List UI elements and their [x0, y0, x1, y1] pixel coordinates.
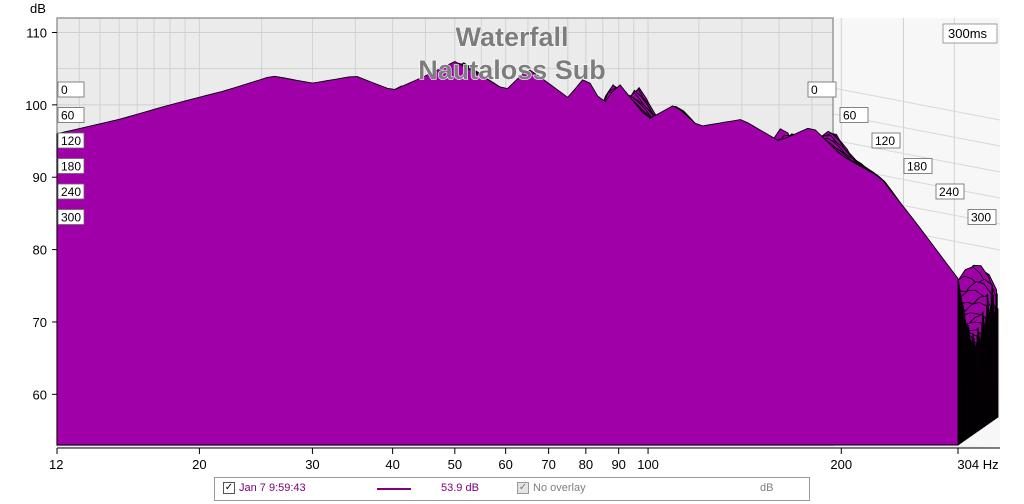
y-tick-label: 80: [33, 243, 47, 258]
legend-date: Jan 7 9:59:43: [239, 482, 306, 494]
y-tick-label: 90: [33, 170, 47, 185]
time-tick-left: 120: [61, 134, 81, 148]
chart-subtitle: Nautaloss Sub: [418, 55, 606, 85]
y-tick-label: 110: [26, 25, 47, 40]
waterfall-slices: [56, 60, 999, 446]
time-tick-box-right: [871, 132, 901, 149]
time-tick-box-right: [935, 183, 965, 200]
side-grid-line: [832, 87, 1001, 121]
x-tick-label: 90: [611, 457, 625, 472]
x-tick-label: 80: [579, 457, 593, 472]
time-tick-left: 0: [61, 83, 68, 97]
x-tick-label: 20: [192, 457, 206, 472]
x-tick-label: 12: [49, 457, 63, 472]
time-tick-right: 240: [939, 185, 959, 199]
time-tick-box-right: [903, 158, 933, 174]
time-tick-right: 60: [843, 109, 857, 123]
y-tick-label: 60: [33, 387, 47, 402]
time-tick-box-left: [57, 132, 85, 149]
time-tick-right: 120: [875, 134, 895, 148]
x-tick-label: 50: [448, 457, 462, 472]
waterfall-slice: [56, 60, 959, 446]
x-tick-label: 40: [385, 457, 399, 472]
time-tick-left: 180: [61, 160, 81, 174]
axis-labels: 110 100 90 80 70 60 dB 12 20 30 40 50 60 70 80 90 100 200…: [25, 1, 998, 472]
legend-unit: dB: [760, 482, 774, 494]
time-tick-box-left: [57, 107, 85, 123]
legend-overlay: No overlay: [533, 482, 586, 494]
time-tick-box-right: [839, 107, 869, 123]
time-range-box: [942, 23, 998, 44]
time-tick-box-left: [57, 209, 85, 225]
legend-line-swatch: [377, 488, 411, 490]
time-tick-left: 240: [61, 185, 81, 199]
time-tick-right: 300: [971, 211, 991, 225]
legend-bar: ✓ Jan 7 9:59:43 53.9 dB ✓ No overlay dB: [214, 477, 810, 501]
waterfall-chart: 110 100 90 80 70 60 dB 12 20 30 40 50 60 70 80 90 100 200…: [25, 1, 1001, 472]
side-grid-line: [832, 139, 1001, 173]
overlay-checkbox[interactable]: ✓: [517, 482, 529, 494]
x-tick-label: 30: [305, 457, 319, 472]
x-tick-label: 200: [830, 457, 852, 472]
axes: [52, 31, 1000, 454]
time-tick-box-right: [807, 81, 837, 98]
time-tick-left: 60: [61, 109, 75, 123]
time-tick-box-left: [57, 81, 85, 98]
time-tick-box-left: [57, 158, 85, 174]
y-tick-label: 70: [33, 315, 47, 330]
x-tick-label: 60: [498, 457, 512, 472]
time-range-label: 300ms: [948, 26, 988, 41]
time-tick-left: 300: [61, 211, 81, 225]
chart-title: Waterfall: [455, 22, 568, 52]
time-tick-box-left: [57, 183, 85, 200]
trace-checkbox[interactable]: ✓: [223, 482, 235, 494]
time-tick-box-right: [967, 209, 997, 225]
y-axis-label: dB: [30, 1, 46, 16]
y-tick-label: 100: [25, 98, 47, 113]
x-tick-label: 304 Hz: [957, 457, 998, 472]
time-tick-right: 180: [907, 160, 927, 174]
legend-level: 53.9 dB: [441, 482, 479, 494]
x-tick-label: 70: [541, 457, 555, 472]
time-tick-right: 0: [811, 83, 818, 97]
x-tick-label: 100: [637, 457, 659, 472]
